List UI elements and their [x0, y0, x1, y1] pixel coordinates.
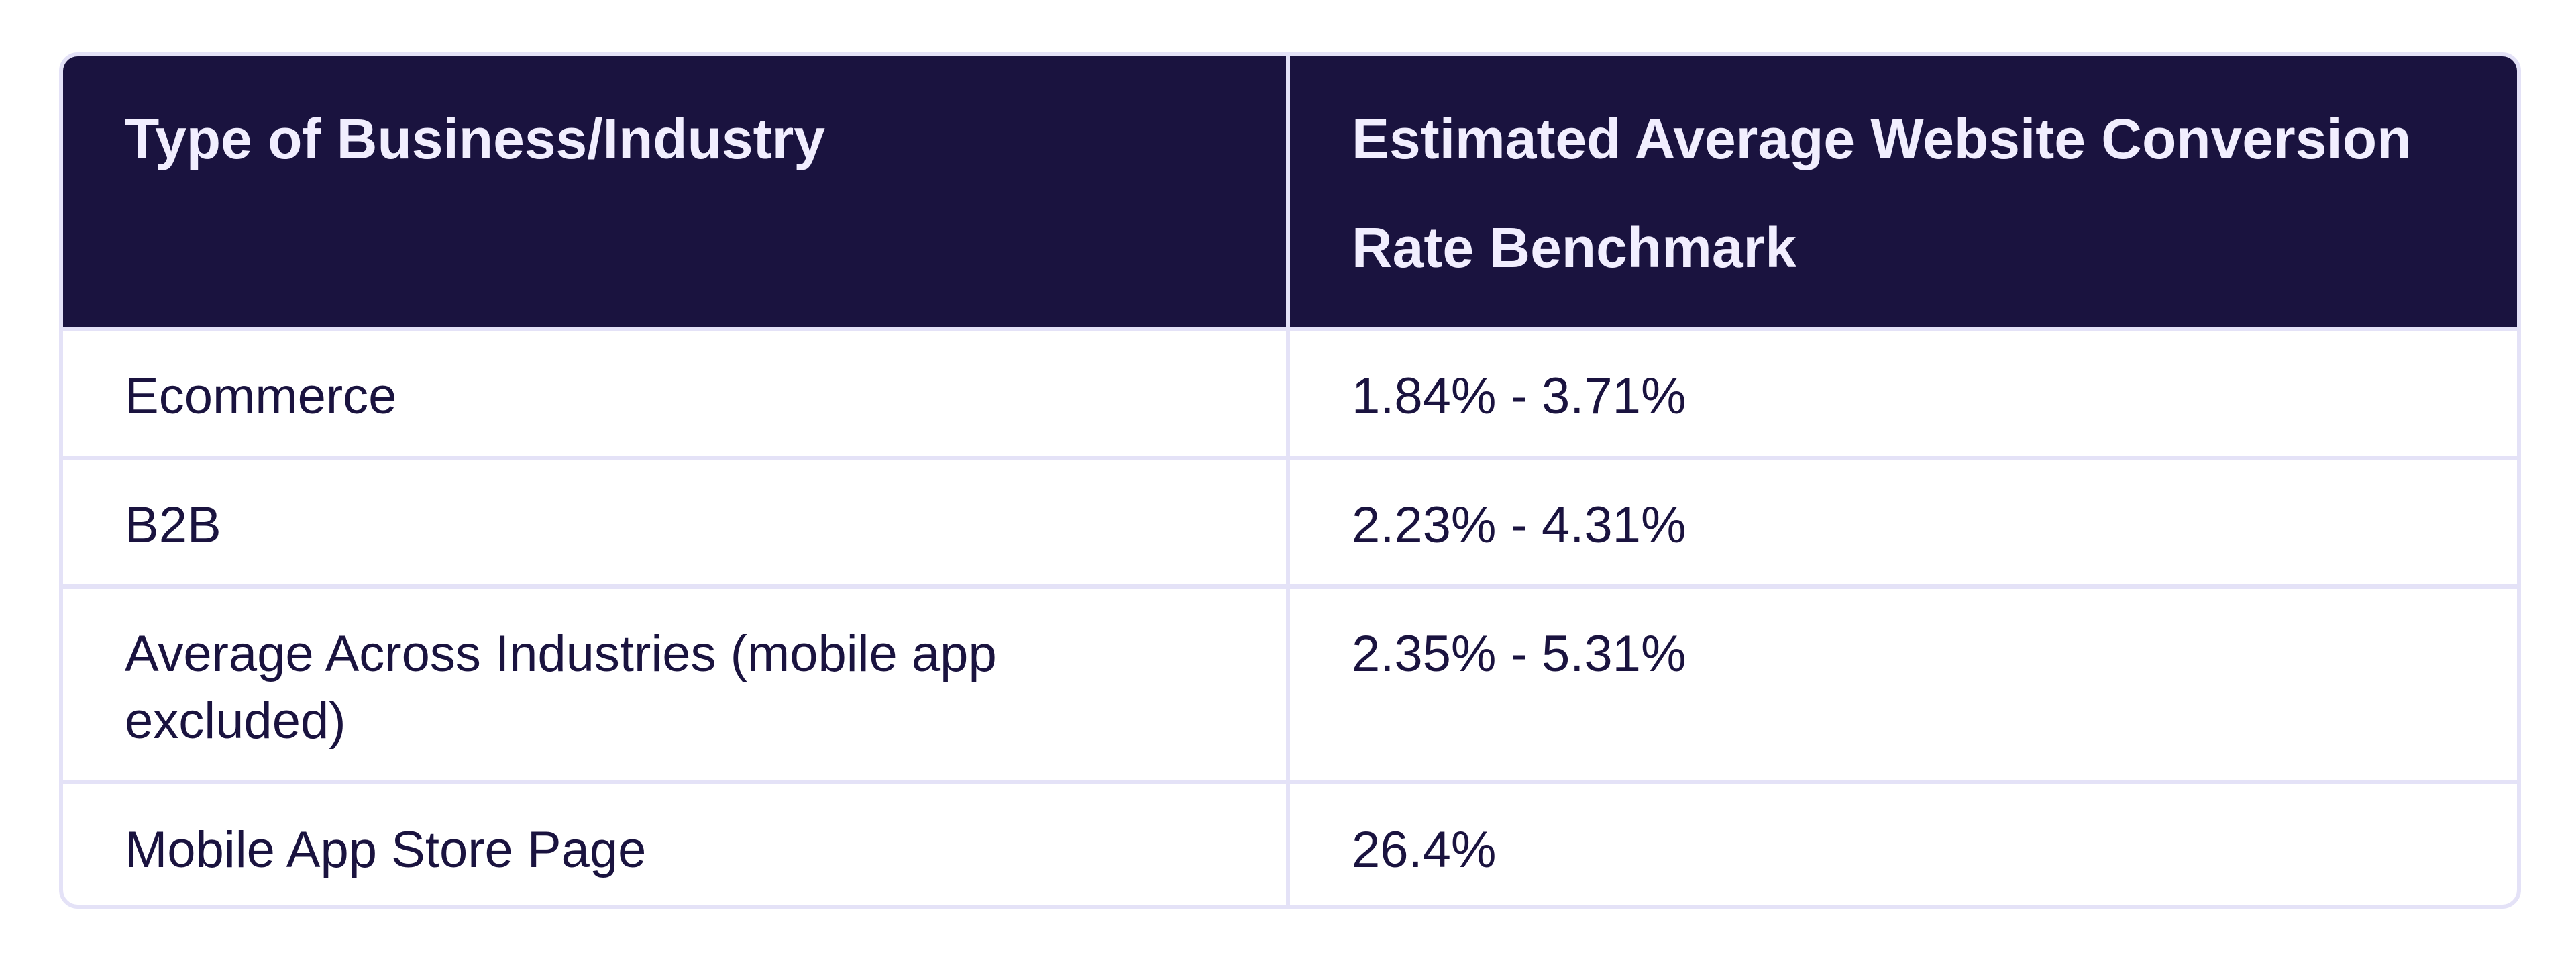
cell-industry: Mobile App Store Page: [63, 780, 1288, 905]
cell-rate: 2.23% - 4.31%: [1286, 456, 2517, 586]
table-row: Average Across Industries (mobile app ex…: [63, 584, 2517, 782]
table-row: Ecommerce 1.84% - 3.71%: [63, 327, 2517, 458]
cell-rate: 1.84% - 3.71%: [1286, 327, 2517, 458]
conversion-rate-benchmark-table: Type of Business/Industry Estimated Aver…: [63, 56, 2517, 905]
header-industry: Type of Business/Industry: [63, 56, 1288, 329]
table-row: B2B 2.23% - 4.31%: [63, 456, 2517, 586]
table-row: Mobile App Store Page 26.4%: [63, 780, 2517, 905]
cell-industry: Ecommerce: [63, 327, 1288, 458]
benchmark-table-container: Type of Business/Industry Estimated Aver…: [59, 52, 2521, 909]
header-conversion-rate: Estimated Average Website Conversion Rat…: [1286, 56, 2517, 329]
cell-rate: 26.4%: [1286, 780, 2517, 905]
cell-rate: 2.35% - 5.31%: [1286, 584, 2517, 782]
cell-industry: Average Across Industries (mobile app ex…: [63, 584, 1288, 782]
table-header-row: Type of Business/Industry Estimated Aver…: [63, 56, 2517, 329]
cell-industry: B2B: [63, 456, 1288, 586]
